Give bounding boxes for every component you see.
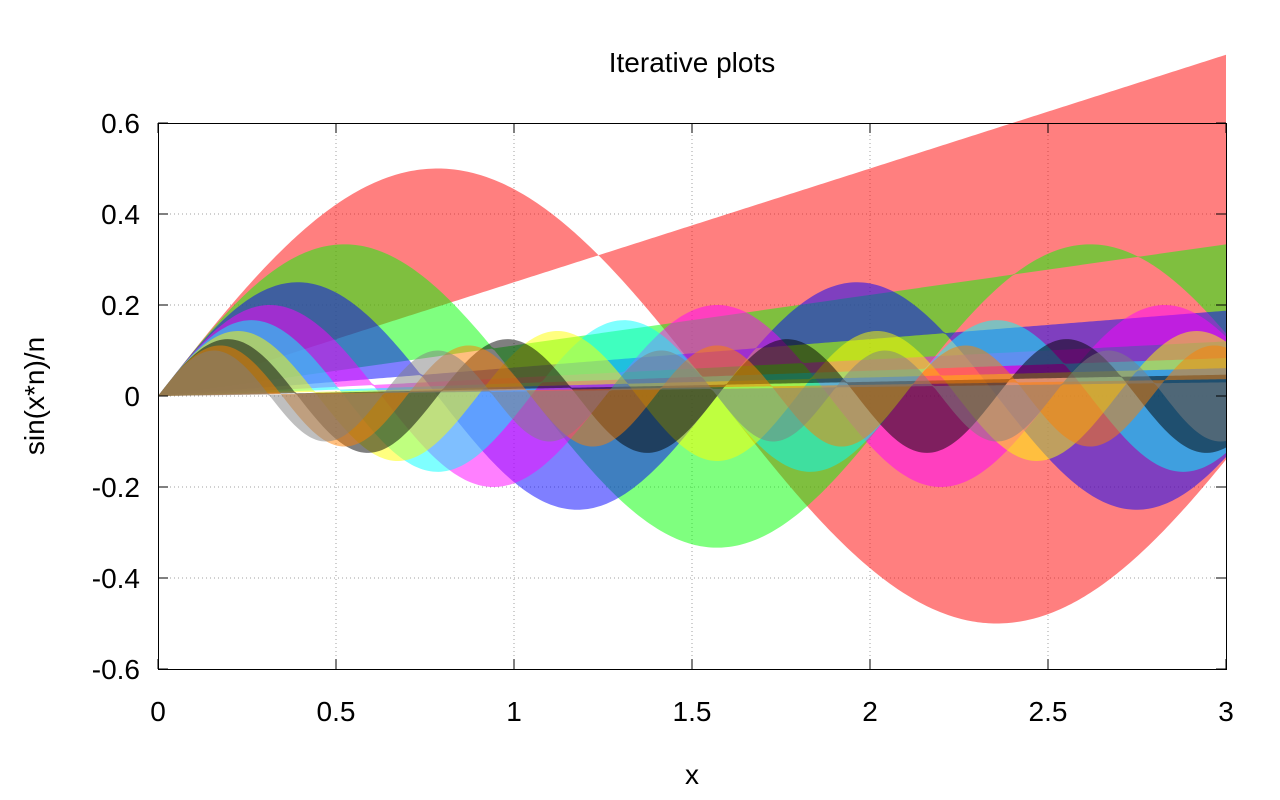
x-tick-label: 1 bbox=[506, 696, 522, 727]
x-tick-labels: 0 0.5 1 1.5 2 2.5 3 bbox=[150, 696, 1234, 727]
axis-ticks bbox=[157, 122, 1227, 670]
x-tick-label: 1.5 bbox=[673, 696, 712, 727]
x-axis-label: x bbox=[685, 759, 699, 790]
y-axis-label: sin(x*n)/n bbox=[19, 337, 50, 455]
plot-series bbox=[158, 54, 1226, 624]
series-band-n10 bbox=[158, 350, 1226, 442]
series-band-n8 bbox=[158, 339, 1226, 453]
y-tick-labels: 0.6 0.4 0.2 0 -0.2 -0.4 -0.6 bbox=[92, 108, 140, 685]
y-tick-label: -0.2 bbox=[92, 472, 140, 503]
x-tick-label: 0.5 bbox=[317, 696, 356, 727]
x-tick-label: 0 bbox=[150, 696, 166, 727]
y-tick-label: 0.4 bbox=[101, 199, 140, 230]
x-tick-label: 2.5 bbox=[1029, 696, 1068, 727]
x-tick-label: 3 bbox=[1218, 696, 1234, 727]
chart-title: Iterative plots bbox=[609, 47, 776, 78]
y-tick-label: -0.4 bbox=[92, 563, 140, 594]
y-tick-label: 0 bbox=[124, 381, 140, 412]
x-tick-label: 2 bbox=[862, 696, 878, 727]
series-band-n9 bbox=[158, 345, 1226, 447]
y-tick-label: 0.2 bbox=[101, 290, 140, 321]
y-tick-label: -0.6 bbox=[92, 654, 140, 685]
y-tick-label: 0.6 bbox=[101, 108, 140, 139]
